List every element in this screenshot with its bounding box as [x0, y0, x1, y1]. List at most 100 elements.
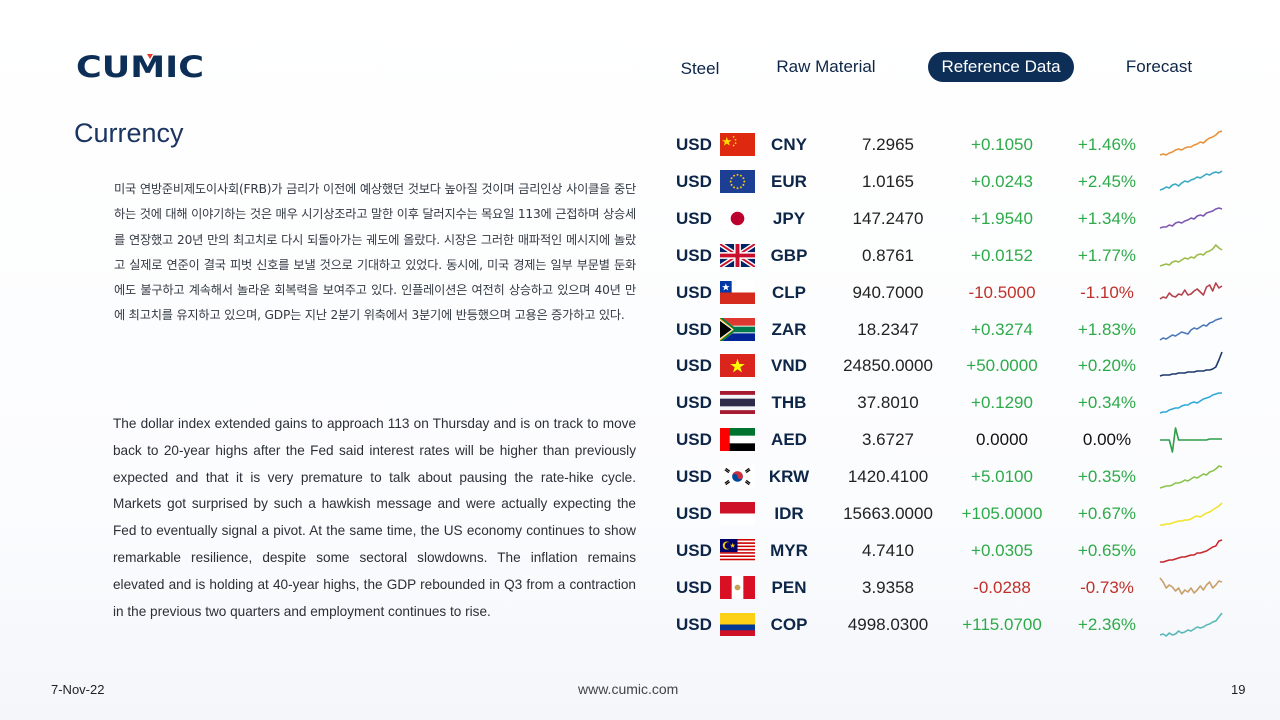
rate-change: -10.5000 — [968, 282, 1036, 302]
sparkline-path — [1159, 130, 1223, 156]
base-currency: USD — [676, 135, 712, 154]
currency-code: EUR — [771, 171, 807, 191]
rate-change-percent: +0.67% — [1077, 504, 1137, 523]
korean-paragraph: 미국 연방준비제도이사회(FRB)가 금리가 이전에 예상했던 것보다 높아질 … — [114, 182, 636, 323]
rate-change-percent: +0.35% — [1077, 467, 1137, 487]
flag-my-icon — [720, 538, 755, 562]
currency-code: VND — [771, 356, 807, 376]
rate-change: +1.9540 — [971, 208, 1033, 228]
sparkline-aed — [1160, 427, 1222, 453]
base-currency: USD — [676, 319, 712, 339]
sparkline-path — [1159, 352, 1223, 378]
sparkline-eur — [1159, 170, 1223, 191]
rate-row-krw: USD KRW 1420.4100 +5.0100 +0.35% — [672, 458, 1232, 495]
exchange-rate-value: 940.7000 — [852, 282, 924, 302]
base-currency: USD — [676, 577, 712, 597]
currency-code: CLP — [772, 282, 806, 302]
exchange-rate-value: 0.8761 — [862, 245, 914, 265]
rate-row-vnd: USD VND 24850.0000 +50.0000 +0.20% — [672, 347, 1232, 384]
rate-change-percent: +1.34% — [1077, 208, 1137, 228]
footer-date: 7-Nov-22 — [51, 682, 105, 697]
base-currency: USD — [676, 356, 712, 376]
sparkline-path — [1159, 281, 1223, 300]
currency-code: THB — [771, 393, 807, 413]
flag-za-icon — [720, 317, 755, 341]
flag-gb-icon — [720, 243, 755, 267]
exchange-rate-value: 15663.0000 — [843, 504, 933, 523]
rate-change-percent: +2.45% — [1077, 171, 1137, 191]
exchange-rate-value: 24850.0000 — [843, 356, 933, 376]
sparkline-cny — [1159, 130, 1223, 156]
rate-change: +5.0100 — [971, 467, 1033, 487]
nav-raw-material[interactable]: Raw Material — [776, 57, 876, 76]
rate-row-clp: USD CLP 940.7000 -10.5000 -1.10% — [672, 274, 1232, 311]
flag-pe-icon — [720, 575, 755, 599]
nav-reference-data[interactable]: Reference Data — [928, 52, 1074, 82]
currency-code: AED — [771, 430, 807, 450]
sparkline-krw — [1159, 465, 1223, 489]
rate-row-eur: USD EUR 1.0165 +0.0243 +2.45% — [672, 163, 1232, 200]
base-currency: USD — [676, 467, 712, 487]
rate-change-percent: +0.20% — [1077, 356, 1137, 376]
exchange-rate-value: 4.7410 — [862, 540, 914, 560]
base-currency: USD — [676, 282, 712, 302]
rate-change: +0.0152 — [971, 245, 1033, 265]
page-title: Currency — [74, 118, 184, 148]
exchange-rate-value: 1420.4100 — [847, 467, 929, 487]
sparkline-path — [1159, 392, 1222, 415]
base-currency: USD — [676, 540, 712, 560]
sparkline-pen — [1159, 577, 1223, 595]
sparkline-cop — [1159, 612, 1223, 637]
rate-change-percent: 0.00% — [1082, 430, 1132, 450]
flag-jp-icon — [720, 206, 755, 230]
nav-steel[interactable]: Steel — [680, 59, 720, 78]
rate-change: +50.0000 — [966, 356, 1038, 376]
rate-row-gbp: USD GBP 0.8761 +0.0152 +1.77% — [672, 237, 1232, 274]
sparkline-path — [1159, 170, 1223, 191]
nav-forecast[interactable]: Forecast — [1125, 57, 1193, 76]
sparkline-jpy — [1159, 206, 1223, 229]
rate-change-percent: +1.77% — [1077, 245, 1137, 265]
rate-change: +0.1050 — [971, 135, 1033, 154]
rate-change-percent: +1.83% — [1077, 319, 1137, 339]
currency-code: COP — [770, 614, 808, 634]
rate-change-percent: +0.65% — [1077, 540, 1137, 560]
exchange-rate-value: 4998.0300 — [847, 614, 929, 634]
rate-row-aed: USD AED 3.6727 0.0000 0.00% — [672, 421, 1232, 458]
flag-kr-icon — [720, 465, 755, 489]
currency-code: GBP — [770, 245, 808, 265]
rate-row-idr: USD IDR 15663.0000 +105.0000 +0.67% — [672, 495, 1232, 532]
english-paragraph: The dollar index extended gains to appro… — [113, 416, 636, 619]
rate-row-zar: USD ZAR 18.2347 +0.3274 +1.83% — [672, 311, 1232, 348]
base-currency: USD — [676, 430, 712, 450]
flag-id-icon — [720, 502, 755, 525]
base-currency: USD — [676, 393, 712, 413]
logo-accent — [147, 54, 153, 59]
footer-url[interactable]: www.cumic.com — [578, 681, 679, 697]
rate-change: 0.0000 — [976, 430, 1028, 450]
rate-change: +115.0700 — [962, 614, 1042, 634]
sparkline-path — [1159, 316, 1223, 341]
flag-vn-icon — [720, 354, 755, 378]
sparkline-path — [1160, 427, 1222, 453]
rate-change-percent: -0.73% — [1080, 577, 1134, 597]
sparkline-vnd — [1159, 352, 1223, 378]
flag-co-icon — [720, 612, 755, 636]
sparkline-idr — [1160, 502, 1223, 526]
sparkline-gbp — [1159, 243, 1223, 267]
sparkline-path — [1159, 243, 1223, 267]
rate-change-percent: +0.34% — [1077, 393, 1137, 413]
rate-change: +0.1290 — [971, 393, 1033, 413]
sparkline-path — [1159, 465, 1223, 489]
currency-code: KRW — [768, 467, 810, 487]
sparkline-path — [1160, 502, 1223, 526]
cumic-logo: CUMIC — [76, 52, 204, 82]
currency-code: CNY — [771, 135, 807, 154]
sparkline-path — [1159, 206, 1223, 229]
rate-change: +0.0305 — [971, 540, 1033, 560]
rate-row-jpy: USD JPY 147.2470 +1.9540 +1.34% — [672, 200, 1232, 237]
rate-change-percent: +2.36% — [1077, 614, 1137, 634]
rate-row-thb: USD THB 37.8010 +0.1290 +0.34% — [672, 384, 1232, 421]
currency-code: PEN — [771, 577, 807, 597]
